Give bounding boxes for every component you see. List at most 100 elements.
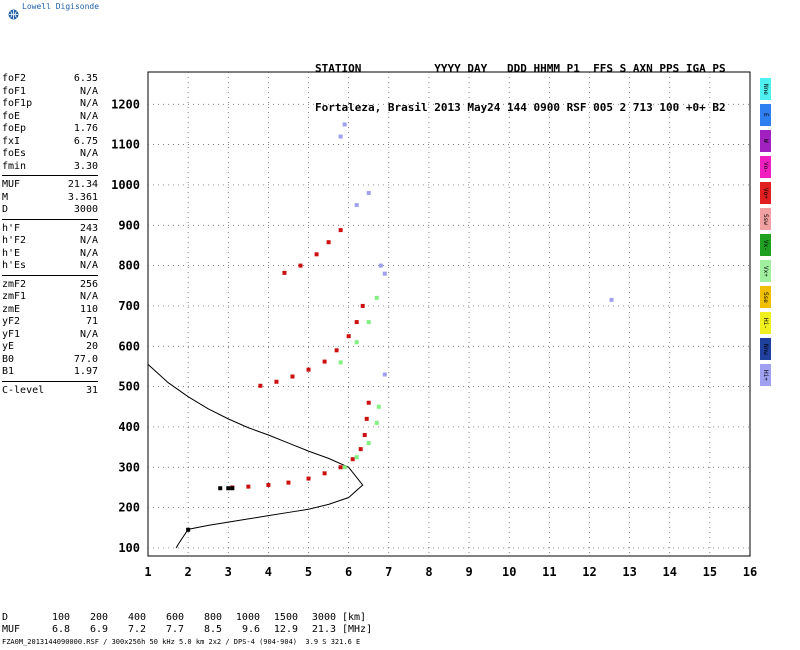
param-divider [2,175,98,176]
table-cell: 6.9 [89,624,108,635]
echo-point [360,303,365,308]
echo-point [354,340,359,345]
legend-item-hi: Hi+ [760,364,771,386]
muf-label: MUF [2,624,21,635]
table-cell: 12.9 [273,624,298,635]
echo-point [334,348,339,353]
param-row: h'F 243 [2,223,98,236]
x-tick-label: 10 [502,565,516,579]
echo-point [282,270,287,275]
param-value: 21.34 [67,179,98,190]
muf-row: MUF 6.8 6.9 7.2 7.7 8.5 9.6 12.9 21.3 [MHz] [2,624,372,636]
param-value: N/A [79,247,98,259]
station-header: STATION YYYY DAY DDD HHMM P1 FFS S AXN P… [315,36,726,127]
param-name: zmE [2,303,21,315]
x-tick-label: 4 [265,565,272,579]
grid-layer [148,72,750,556]
echo-point [246,484,251,489]
table-cell: 200 [89,612,108,623]
param-value: 3.30 [73,160,98,172]
param-value: 20 [85,341,98,352]
table-cell: 3000 [311,612,336,623]
param-divider [2,380,98,382]
param-name: foEp [2,123,27,134]
legend-label: Sse [762,291,769,303]
param-divider [2,218,98,220]
echo-point [314,252,319,257]
legend-item-vx: Vx- [760,234,771,256]
legend-label: Hi+ [762,369,769,381]
param-row: fmin 3.30 [2,161,98,174]
globe-icon [8,9,19,20]
echo-point [346,334,351,339]
legend-label: Vo+ [762,187,769,199]
echo-traces [186,122,614,532]
echo-point [306,476,311,481]
legend-item-vo: Vo+ [760,182,771,204]
param-value: N/A [79,98,98,109]
echo-point [338,134,343,139]
y-tick-label: 600 [118,339,140,353]
echo-point [609,297,614,302]
param-value: N/A [79,328,98,340]
param-row: B0 77.0 [2,354,98,367]
echo-point [376,404,381,409]
param-name: foF1p [2,98,33,109]
distance-label: D [2,612,9,623]
legend-item-nnw: Nnw [760,338,771,360]
param-name: yE [2,341,15,352]
echo-point [364,416,369,421]
param-row: zmE 110 [2,304,98,317]
echo-point [218,486,223,491]
x-tick-labels: 1 2 3 4 5 6 7 8 9 10 11 12 13 14 15 16 [144,565,757,579]
param-value: 243 [79,222,98,234]
param-name: C-level [2,384,45,396]
echo-point [366,320,371,325]
header-values: Fortaleza, Brasil 2013 May24 144 0900 RS… [315,101,726,114]
param-name: M [2,191,9,203]
param-value: 6.35 [73,73,98,84]
y-tick-label: 400 [118,420,140,434]
echo-point [378,263,383,268]
param-value: N/A [79,148,98,159]
x-tick-label: 15 [703,565,717,579]
distance-row: D 100 200 400 600 800 1000 1500 3000 [km] [2,612,372,624]
echo-point [322,359,327,364]
param-value: 110 [79,303,98,315]
param-row: h'Es N/A [2,260,98,273]
echo-point [374,295,379,300]
param-value: 1.97 [73,366,98,377]
brand-label: Lowell Digisonde [22,2,100,11]
header-labels: STATION YYYY DAY DDD HHMM P1 FFS S AXN P… [315,62,726,75]
legend-label: Nne [762,83,769,95]
x-tick-label: 6 [345,565,352,579]
x-tick-label: 14 [663,565,677,579]
legend-label: W [762,139,769,143]
legend-item-sse: Sse [760,286,771,308]
param-row: M 3.361 [2,192,98,205]
echo-point [354,320,359,325]
param-row: h'E N/A [2,248,98,261]
table-cell: 7.2 [127,624,146,635]
echo-point [354,455,359,460]
param-name: fxI [2,135,21,147]
echo-point [274,379,279,384]
table-cell: 400 [127,612,146,623]
y-tick-label: 1000 [111,178,140,192]
param-row: foF1p N/A [2,98,98,111]
echo-point [322,471,327,476]
param-value: 3.361 [67,191,98,203]
param-row: zmF2 256 [2,279,98,292]
echo-point [366,400,371,405]
y-tick-label: 700 [118,299,140,313]
echo-point [338,228,343,233]
echo-point [366,441,371,446]
param-name: foF2 [2,73,27,84]
x-tick-label: 16 [743,565,757,579]
legend-item-vx: Vx+ [760,260,771,282]
param-row: foF1 N/A [2,86,98,99]
param-name: h'Es [2,260,27,271]
table-cell: 21.3 [311,624,336,635]
param-row: foF2 6.35 [2,73,98,86]
table-cell: 7.7 [165,624,184,635]
